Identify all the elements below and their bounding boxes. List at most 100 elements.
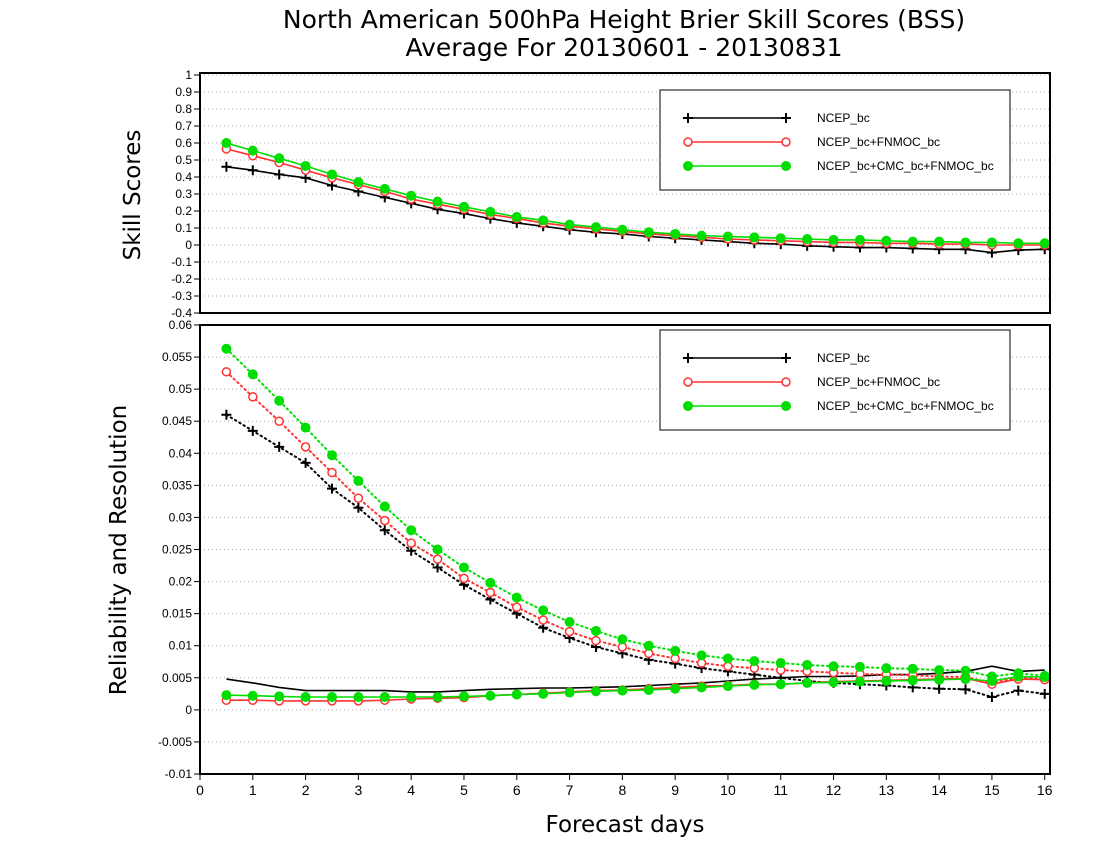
ncep-bc-cmc-bc-fnmoc-bc-solid-point xyxy=(485,690,496,701)
ncep-bc-fnmoc-bc-dotted-point xyxy=(538,615,548,625)
ncep-bc-cmc-bc-fnmoc-bc-dotted-point xyxy=(960,665,971,676)
ncep-bc-cmc-bc-fnmoc-bc-dotted-point xyxy=(353,475,364,486)
reliability-resolution-y-tick-label: 0.045 xyxy=(162,414,192,428)
ncep-bc-cmc-bc-fnmoc-bc-solid-point xyxy=(907,675,918,686)
ncep-bc-cmc-bc-fnmoc-bc-solid-point xyxy=(511,211,522,222)
ncep-bc-cmc-bc-fnmoc-bc-solid-point xyxy=(775,679,786,690)
ncep-bc-cmc-bc-fnmoc-bc-solid-point xyxy=(775,233,786,244)
reliability-resolution-frame xyxy=(199,324,1051,775)
ncep-bc-cmc-bc-fnmoc-bc-solid-point xyxy=(986,675,997,686)
reliability-resolution-legend: NCEP_bc NCEP_bc+FNMOC_bc NCEP_bc+CMC_bc+FN… xyxy=(659,329,1011,431)
ncep-bc-cmc-bc-fnmoc-bc-dotted-point xyxy=(722,653,733,664)
ncep-bc-cmc-bc-fnmoc-bc-solid-point xyxy=(934,236,945,247)
ncep-bc-dotted-point xyxy=(1013,685,1024,696)
skill-scores-legend-marker xyxy=(683,137,693,147)
ncep-bc-cmc-bc-fnmoc-bc-dotted-point xyxy=(696,650,707,661)
x-tick-label: 12 xyxy=(826,782,842,798)
x-tick-label: 0 xyxy=(196,782,204,798)
chart-title-line2: Average For 20130601 - 20130831 xyxy=(405,33,842,62)
x-tick-label: 7 xyxy=(566,782,574,798)
ncep-bc-fnmoc-bc-dotted-point xyxy=(512,602,522,612)
reliability-resolution-legend-marker xyxy=(683,401,693,411)
chart-title-line1: North American 500hPa Height Brier Skill… xyxy=(283,5,965,34)
ncep-bc-cmc-bc-fnmoc-bc-dotted-point xyxy=(406,525,417,536)
reliability-resolution-y-tick-label: -0.01 xyxy=(165,767,193,781)
ncep-bc-cmc-bc-fnmoc-bc-dotted-point xyxy=(670,645,681,656)
ncep-bc-cmc-bc-fnmoc-bc-solid-point xyxy=(590,686,601,697)
ncep-bc-cmc-bc-fnmoc-bc-solid-point xyxy=(353,177,364,188)
reliability-resolution-y-tick-label: 0.01 xyxy=(169,639,193,653)
x-tick-label: 14 xyxy=(931,782,947,798)
ncep-bc-dotted-point xyxy=(326,483,337,494)
x-tick-label: 5 xyxy=(460,782,468,798)
skill-scores-y-tick-label: 1 xyxy=(185,68,192,82)
ncep-bc-cmc-bc-fnmoc-bc-solid-point xyxy=(1013,238,1024,249)
skill-scores-y-tick-label: 0.6 xyxy=(175,136,192,150)
ncep-bc-cmc-bc-fnmoc-bc-dotted-point xyxy=(458,562,469,573)
ncep-bc-solid-point xyxy=(247,165,258,176)
skill-scores-legend-label: NCEP_bc xyxy=(817,111,870,125)
reliability-resolution-y-tick-label: 0.03 xyxy=(169,510,193,524)
ncep-bc-cmc-bc-fnmoc-bc-solid-point xyxy=(379,692,390,703)
ncep-bc-cmc-bc-fnmoc-bc-dotted-point xyxy=(802,659,813,670)
ncep-bc-cmc-bc-fnmoc-bc-dotted-point xyxy=(379,501,390,512)
ncep-bc-cmc-bc-fnmoc-bc-solid-point xyxy=(854,234,865,245)
skill-scores-legend-marker xyxy=(781,161,791,171)
skill-scores-series xyxy=(221,138,1050,258)
reliability-resolution-y-ticks: 0.06 0.055 0.05 0.045 0.04 0.035 0.03 0.025 0.02… xyxy=(158,318,200,781)
ncep-bc-dotted-point xyxy=(934,683,945,694)
ncep-bc-fnmoc-bc-dotted-point xyxy=(564,626,575,637)
ncep-bc-cmc-bc-fnmoc-bc-solid-point xyxy=(326,692,337,703)
skill-scores-y-tick-label: -0.1 xyxy=(171,255,192,269)
x-axis-label: Forecast days xyxy=(546,812,705,838)
ncep-bc-cmc-bc-fnmoc-bc-dotted-point xyxy=(775,658,786,669)
ncep-bc-cmc-bc-fnmoc-bc-dotted-point xyxy=(590,625,601,636)
ncep-bc-cmc-bc-fnmoc-bc-solid-point xyxy=(564,219,575,230)
ncep-bc-cmc-bc-fnmoc-bc-solid-point xyxy=(986,237,997,248)
skill-scores-y-tick-label: 0.4 xyxy=(175,170,192,184)
ncep-bc-cmc-bc-fnmoc-bc-dotted-point xyxy=(854,661,865,672)
x-tick-label: 13 xyxy=(879,782,895,798)
ncep-bc-fnmoc-bc-dotted-point xyxy=(248,392,258,402)
skill-scores-panel: 1 0.9 0.8 0.7 0.6 0.5 0.4 0.3 0.2 0.1 0 -0.1 -0.2 -0.… xyxy=(120,68,1051,320)
ncep-bc-cmc-bc-fnmoc-bc-dotted-point xyxy=(221,343,232,354)
ncep-bc-dotted-point xyxy=(379,525,390,536)
skill-scores-legend-marker xyxy=(781,137,791,147)
ncep-bc-cmc-bc-fnmoc-bc-dotted-point xyxy=(247,369,258,380)
x-axis-ticks: 0 1 2 3 4 5 6 7 8 9 10 11 12 13 14 15 16 xyxy=(196,774,1053,798)
ncep-bc-fnmoc-bc-dotted-point xyxy=(221,367,232,377)
ncep-bc-cmc-bc-fnmoc-bc-solid-point xyxy=(1039,672,1050,683)
ncep-bc-cmc-bc-fnmoc-bc-solid-point xyxy=(538,215,549,226)
reliability-resolution-legend-label: NCEP_bc+FNMOC_bc xyxy=(817,375,940,389)
x-tick-label: 15 xyxy=(984,782,1000,798)
skill-scores-y-label: Skill Scores xyxy=(120,130,146,261)
ncep-bc-cmc-bc-fnmoc-bc-solid-point xyxy=(458,691,469,702)
reliability-resolution-y-tick-label: 0.025 xyxy=(162,543,192,557)
ncep-bc-dotted-point xyxy=(1039,688,1050,699)
reliability-resolution-y-tick-label: 0.04 xyxy=(169,446,193,460)
reliability-resolution-y-tick-label: 0.02 xyxy=(169,575,193,589)
ncep-bc-cmc-bc-fnmoc-bc-solid-point xyxy=(511,689,522,700)
ncep-bc-dotted-line xyxy=(225,413,1046,699)
ncep-bc-cmc-bc-fnmoc-bc-dotted-point xyxy=(564,616,575,627)
reliability-resolution-legend-label: NCEP_bc xyxy=(817,351,870,365)
ncep-bc-cmc-bc-fnmoc-bc-solid-point xyxy=(353,692,364,703)
skill-scores-legend-marker xyxy=(683,113,693,123)
reliability-resolution-panel: 0.060.0550.050.0450.040.0350.030.0250.02… xyxy=(106,318,1053,798)
ncep-bc-dotted-point xyxy=(221,409,232,420)
x-tick-label: 11 xyxy=(773,782,788,798)
ncep-bc-cmc-bc-fnmoc-bc-dotted-point xyxy=(326,450,337,461)
ncep-bc-cmc-bc-fnmoc-bc-solid-point xyxy=(881,235,892,246)
ncep-bc-dotted-point xyxy=(960,684,971,695)
ncep-bc-cmc-bc-fnmoc-bc-solid-point xyxy=(749,232,760,243)
reliability-resolution-y-tick-label: 0.06 xyxy=(169,318,193,332)
reliability-resolution-legend-marker xyxy=(683,353,693,363)
skill-scores-y-tick-label: -0.4 xyxy=(171,306,192,320)
reliability-resolution-y-tick-label: 0.055 xyxy=(162,350,192,364)
reliability-resolution-legend-label: NCEP_bc+CMC_bc+FNMOC_bc xyxy=(817,399,994,413)
x-tick-label: 6 xyxy=(513,782,521,798)
ncep-bc-cmc-bc-fnmoc-bc-solid-point xyxy=(326,169,337,180)
skill-scores-legend-label: NCEP_bc+FNMOC_bc xyxy=(817,135,940,149)
ncep-bc-fnmoc-bc-dotted-point xyxy=(274,416,284,426)
ncep-bc-cmc-bc-fnmoc-bc-solid-point xyxy=(670,683,681,694)
